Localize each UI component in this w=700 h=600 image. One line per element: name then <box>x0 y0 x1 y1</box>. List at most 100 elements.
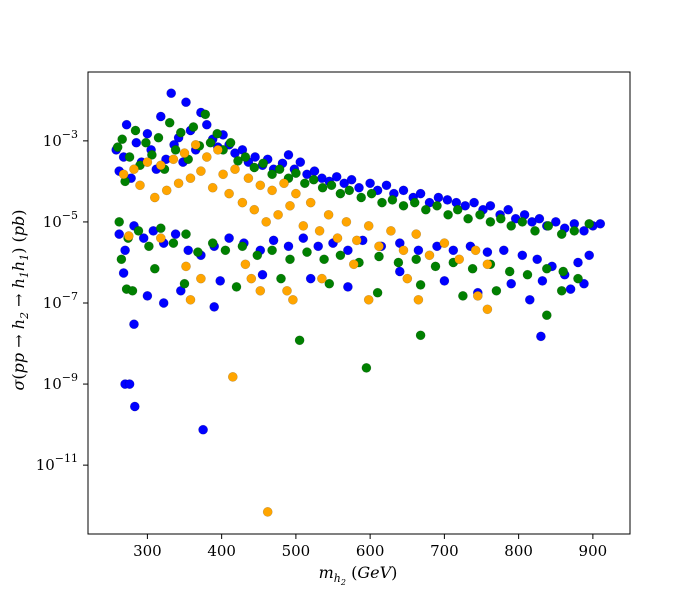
data-point <box>532 254 543 265</box>
data-point <box>498 245 509 256</box>
data-point <box>556 229 567 239</box>
data-point <box>595 218 606 229</box>
data-point <box>243 173 254 184</box>
data-point <box>482 304 493 315</box>
data-point <box>224 233 234 243</box>
data-point <box>442 195 453 205</box>
data-point <box>415 330 426 341</box>
data-point <box>305 273 316 284</box>
data-point <box>170 229 181 239</box>
data-point <box>398 185 409 196</box>
data-point <box>193 247 203 257</box>
data-point <box>213 145 223 155</box>
data-point <box>142 128 153 139</box>
data-point <box>309 166 320 176</box>
data-point <box>250 152 260 162</box>
data-point <box>164 117 175 128</box>
data-point <box>183 245 194 256</box>
data-point <box>181 261 191 272</box>
data-point <box>123 231 134 241</box>
data-point <box>240 259 251 270</box>
data-point <box>402 273 413 284</box>
data-point <box>124 379 135 389</box>
data-point <box>274 164 285 175</box>
data-point <box>252 250 263 261</box>
data-point <box>200 109 211 120</box>
data-point <box>326 180 337 191</box>
data-point <box>495 213 506 224</box>
data-point <box>432 200 442 211</box>
data-point <box>233 156 243 166</box>
data-point <box>541 263 552 274</box>
data-point <box>129 401 140 412</box>
x-tick-label: 300 <box>133 542 162 560</box>
data-point <box>155 160 166 171</box>
data-point <box>209 302 220 312</box>
x-tick-label: 700 <box>430 542 459 560</box>
data-point <box>341 217 352 227</box>
data-point <box>144 241 154 252</box>
data-point <box>463 213 473 224</box>
data-point <box>190 139 201 150</box>
data-point <box>356 192 367 203</box>
data-point <box>283 150 294 160</box>
data-point <box>343 245 353 256</box>
data-point <box>579 278 589 289</box>
data-point <box>120 245 130 256</box>
data-point <box>524 294 535 305</box>
data-point <box>386 226 396 236</box>
data-point <box>569 226 580 236</box>
x-tick-label: 500 <box>282 542 311 560</box>
data-point <box>249 204 260 215</box>
data-point <box>198 424 208 435</box>
data-point <box>201 152 212 162</box>
data-point <box>365 178 375 189</box>
data-point <box>124 152 135 162</box>
data-point <box>268 235 279 246</box>
data-point <box>267 245 277 256</box>
data-point <box>506 221 517 231</box>
data-point <box>411 254 422 265</box>
data-point <box>207 182 218 193</box>
data-point <box>374 241 384 252</box>
data-point <box>249 162 260 173</box>
data-point <box>262 507 273 517</box>
data-point <box>155 111 166 122</box>
data-point <box>317 182 328 193</box>
data-point <box>231 282 242 292</box>
data-point <box>313 241 324 252</box>
data-point <box>366 188 377 199</box>
data-point <box>482 259 493 270</box>
data-point <box>188 122 199 132</box>
data-point <box>541 310 552 321</box>
data-point <box>556 285 567 296</box>
data-point <box>205 137 216 148</box>
data-point <box>291 168 301 178</box>
data-point <box>220 245 231 256</box>
data-point <box>282 285 292 296</box>
data-point <box>283 241 294 252</box>
data-point <box>133 226 144 236</box>
data-point <box>346 174 357 185</box>
data-point <box>130 125 141 136</box>
data-point <box>361 363 372 373</box>
data-point <box>255 180 266 191</box>
data-point <box>215 276 226 286</box>
data-point <box>168 154 179 165</box>
data-point <box>114 229 125 239</box>
data-point <box>224 188 234 199</box>
data-point <box>424 250 435 261</box>
data-point <box>482 247 493 257</box>
x-axis: 300 400 500 600 700 800 900 <box>133 534 607 560</box>
x-tick-label: 900 <box>579 542 608 560</box>
data-point <box>584 250 595 261</box>
data-point <box>294 335 305 346</box>
data-point <box>439 276 450 286</box>
data-point <box>276 273 286 284</box>
data-point <box>168 238 179 248</box>
x-tick-label: 800 <box>504 542 533 560</box>
data-point <box>166 88 177 99</box>
data-point <box>116 254 127 265</box>
